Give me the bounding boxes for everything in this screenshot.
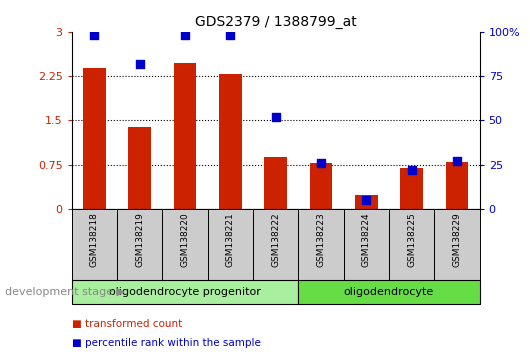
Text: GSM138222: GSM138222 — [271, 212, 280, 267]
Point — [181, 33, 189, 38]
Bar — [72, 209, 117, 280]
Title: GDS2379 / 1388799_at: GDS2379 / 1388799_at — [195, 16, 357, 29]
Bar — [128, 127, 151, 209]
Bar — [298, 209, 343, 280]
Text: oligodendrocyte progenitor: oligodendrocyte progenitor — [109, 287, 261, 297]
Point — [408, 167, 416, 173]
Bar — [173, 63, 196, 209]
Point — [317, 160, 325, 166]
Bar — [162, 209, 208, 280]
Point — [90, 33, 99, 38]
Text: GSM138224: GSM138224 — [362, 212, 371, 267]
Text: GSM138219: GSM138219 — [135, 212, 144, 267]
Bar — [208, 209, 253, 280]
Bar — [298, 280, 480, 304]
Bar — [219, 74, 242, 209]
Bar — [117, 209, 162, 280]
Bar — [310, 163, 332, 209]
Text: development stage ▶: development stage ▶ — [5, 287, 126, 297]
Text: GSM138229: GSM138229 — [453, 212, 462, 267]
Point — [453, 158, 461, 164]
Text: oligodendrocyte: oligodendrocyte — [344, 287, 434, 297]
Bar — [446, 162, 469, 209]
Bar — [83, 68, 105, 209]
Bar — [389, 209, 434, 280]
Point — [226, 33, 234, 38]
Text: GSM138225: GSM138225 — [407, 212, 416, 267]
Bar — [355, 195, 377, 209]
Point — [271, 114, 280, 120]
Text: GSM138220: GSM138220 — [180, 212, 189, 267]
Bar — [253, 209, 298, 280]
Text: GSM138221: GSM138221 — [226, 212, 235, 267]
Text: GSM138218: GSM138218 — [90, 212, 99, 267]
Text: ■ transformed count: ■ transformed count — [72, 319, 182, 329]
Bar — [264, 157, 287, 209]
Text: ■ percentile rank within the sample: ■ percentile rank within the sample — [72, 338, 260, 348]
Bar — [434, 209, 480, 280]
Bar — [72, 280, 298, 304]
Point — [362, 197, 370, 203]
Point — [135, 61, 144, 67]
Text: GSM138223: GSM138223 — [316, 212, 325, 267]
Bar — [343, 209, 389, 280]
Bar — [400, 167, 423, 209]
